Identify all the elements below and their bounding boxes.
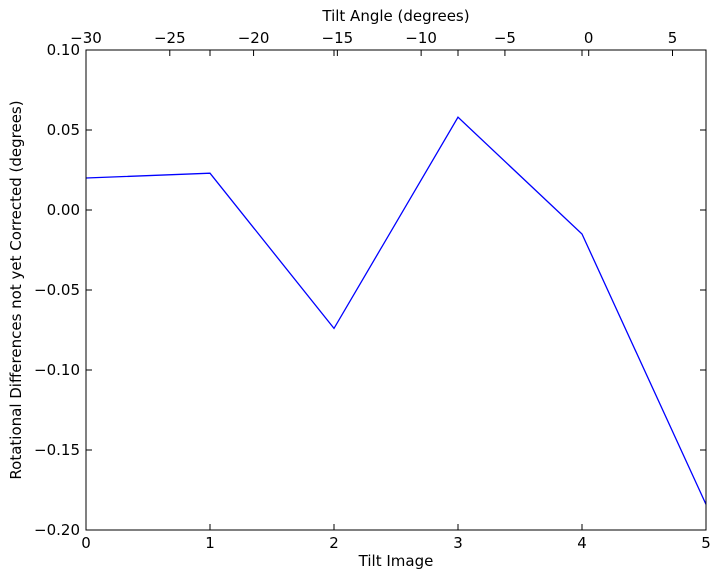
- x-axis-label: Tilt Image: [358, 552, 434, 570]
- y-tick-label: −0.10: [34, 361, 80, 379]
- top-x-tick-label: 5: [668, 29, 678, 47]
- y-axis-label: Rotational Differences not yet Corrected…: [7, 100, 25, 479]
- top-x-tick-label: 0: [584, 29, 594, 47]
- y-tick-label: 0.10: [47, 41, 80, 59]
- top-x-tick-label: −30: [70, 29, 102, 47]
- top-x-tick-label: −5: [494, 29, 516, 47]
- top-x-tick-label: −25: [154, 29, 186, 47]
- x-tick-label: 3: [453, 534, 463, 552]
- x-tick-label: 4: [577, 534, 587, 552]
- top-x-axis-label: Tilt Angle (degrees): [321, 7, 469, 25]
- plot-area: [86, 50, 706, 530]
- x-tick-label: 2: [329, 534, 339, 552]
- series-layer: [85, 116, 707, 505]
- y-tick-label: −0.15: [34, 441, 80, 459]
- y-tick-label: 0.00: [47, 201, 80, 219]
- y-tick-label: −0.05: [34, 281, 80, 299]
- series-line: [85, 116, 707, 505]
- y-tick-label: −0.20: [34, 521, 80, 539]
- top-x-tick-label: −10: [405, 29, 437, 47]
- x-tick-label: 5: [701, 534, 711, 552]
- top-x-tick-label: −20: [238, 29, 270, 47]
- x-tick-label: 0: [81, 534, 91, 552]
- x-tick-label: 1: [205, 534, 215, 552]
- y-tick-label: 0.05: [47, 121, 80, 139]
- ticks-layer: 0 1 2 3 4 5 0.10 0.05 0.00 −0.05 −0.10 −0.15 −0.20 −3…: [34, 29, 711, 552]
- top-x-tick-label: −15: [322, 29, 354, 47]
